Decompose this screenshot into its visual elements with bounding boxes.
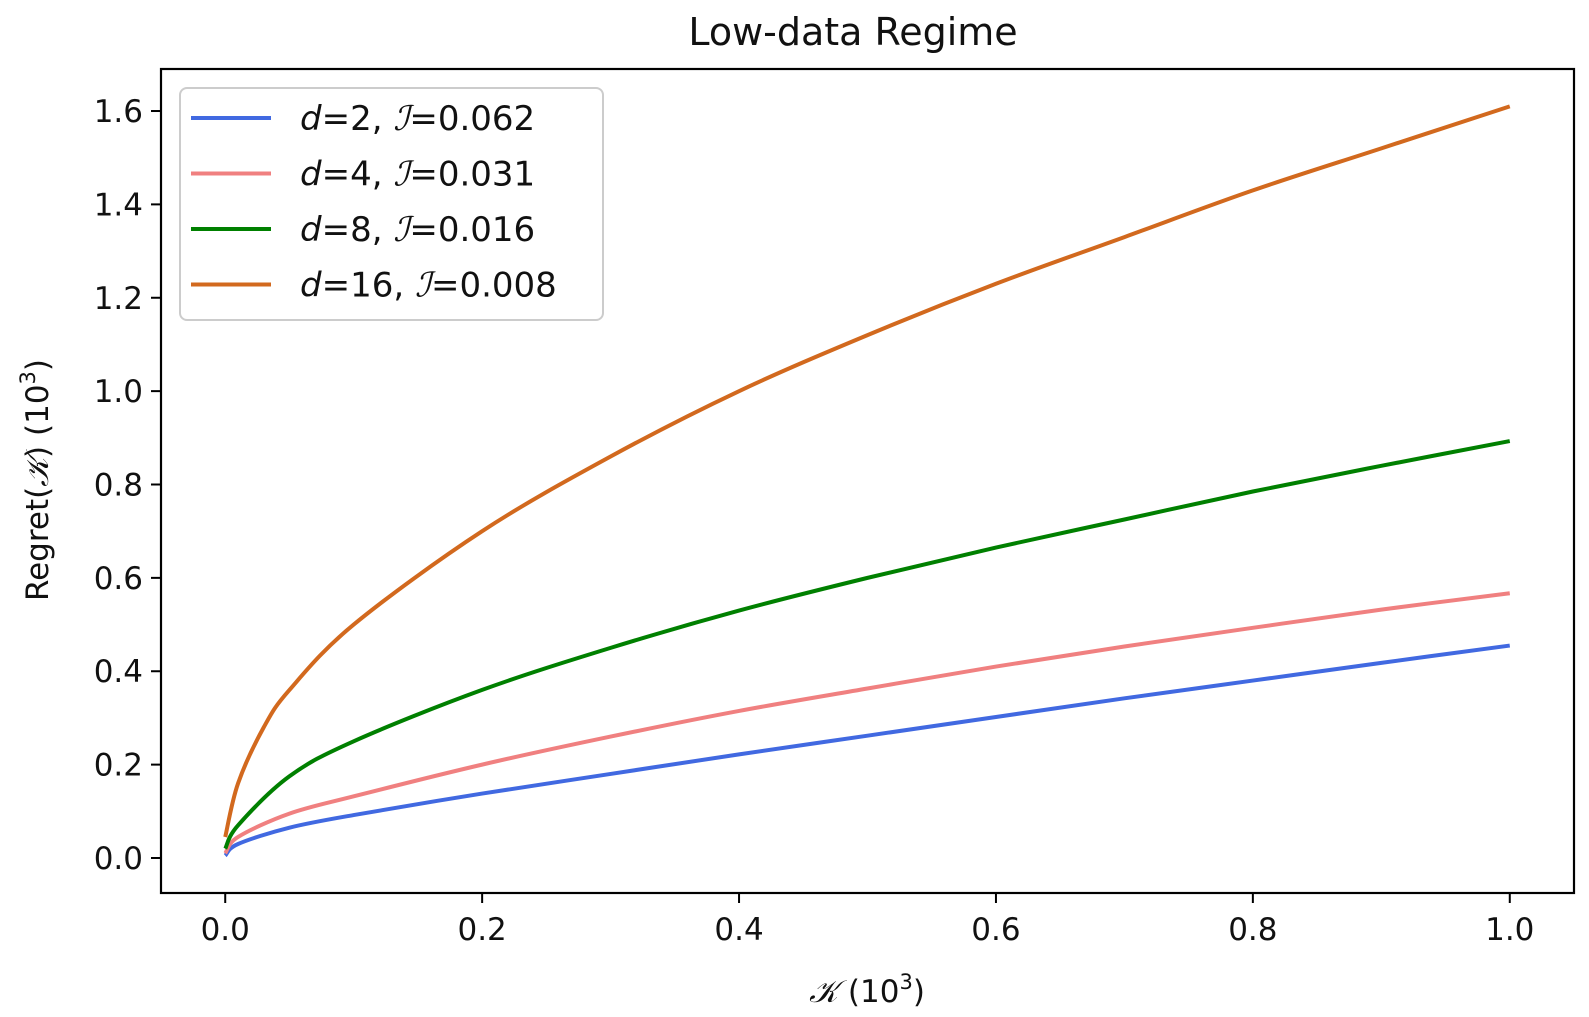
y-axis-label-close: ) — [20, 359, 56, 371]
y-tick-label: 0.4 — [94, 654, 143, 690]
y-tick-label: 1.6 — [94, 94, 143, 130]
x-tick-label: 0.6 — [971, 912, 1020, 948]
x-tick-label: 0.8 — [1228, 912, 1277, 948]
y-axis-label-prefix: Regret( — [20, 487, 56, 601]
y-tick-label: 0.6 — [94, 561, 143, 597]
y-tick-label: 0.0 — [94, 841, 143, 877]
legend-label-3: d=16, ℐ=0.008 — [300, 266, 557, 306]
y-axis-ticks: 0.0 0.2 0.4 0.6 0.8 1.0 1.2 1.4 1.6 — [94, 94, 161, 877]
y-axis-label: Regret(𝒦) (103) — [16, 359, 56, 601]
x-tick-label: 0.0 — [201, 912, 250, 948]
plot-frame — [159, 67, 1576, 895]
legend-label-0: d=2, ℐ=0.062 — [300, 99, 535, 139]
legend-box — [179, 87, 604, 321]
x-tick-label: 1.0 — [1485, 912, 1534, 948]
y-tick-label: 0.2 — [94, 748, 143, 784]
plot-area: 0.0 0.2 0.4 0.6 0.8 1.0 0.0 0.2 0.4 0.6 0.8 1.0 1.2… — [94, 67, 1576, 948]
x-axis-label-symbol: 𝒦 — [809, 974, 847, 1010]
x-tick-label: 0.2 — [457, 912, 506, 948]
y-tick-label: 1.4 — [94, 187, 143, 223]
x-axis-label-exponent: 3 — [899, 970, 912, 994]
series-line-0 — [223, 643, 1511, 858]
series-line-1 — [223, 591, 1511, 855]
y-axis-label-exponent: 3 — [16, 371, 40, 384]
chart-title: Low-data Regime — [688, 10, 1017, 54]
x-tick-label: 0.4 — [714, 912, 763, 948]
legend-label-1: d=4, ℐ=0.031 — [300, 155, 535, 195]
legend-label-2: d=8, ℐ=0.016 — [300, 210, 535, 250]
x-axis-ticks: 0.0 0.2 0.4 0.6 0.8 1.0 — [201, 893, 1534, 948]
x-axis-label: 𝒦 (103) — [809, 970, 925, 1010]
y-axis-label-suffix: ) (10 — [20, 384, 56, 458]
y-tick-label: 1.0 — [94, 374, 143, 410]
y-tick-label: 0.8 — [94, 468, 143, 504]
x-axis-label-close: ) — [913, 974, 925, 1010]
series-line-2 — [223, 439, 1511, 850]
series-line-3 — [223, 104, 1511, 838]
series-lines — [223, 104, 1511, 858]
y-tick-label: 1.2 — [94, 281, 143, 317]
legend: d=2, ℐ=0.062 d=4, ℐ=0.031 d=8, ℐ=0.016 d=16… — [179, 87, 604, 321]
x-axis-label-unit: (10 — [848, 974, 900, 1010]
